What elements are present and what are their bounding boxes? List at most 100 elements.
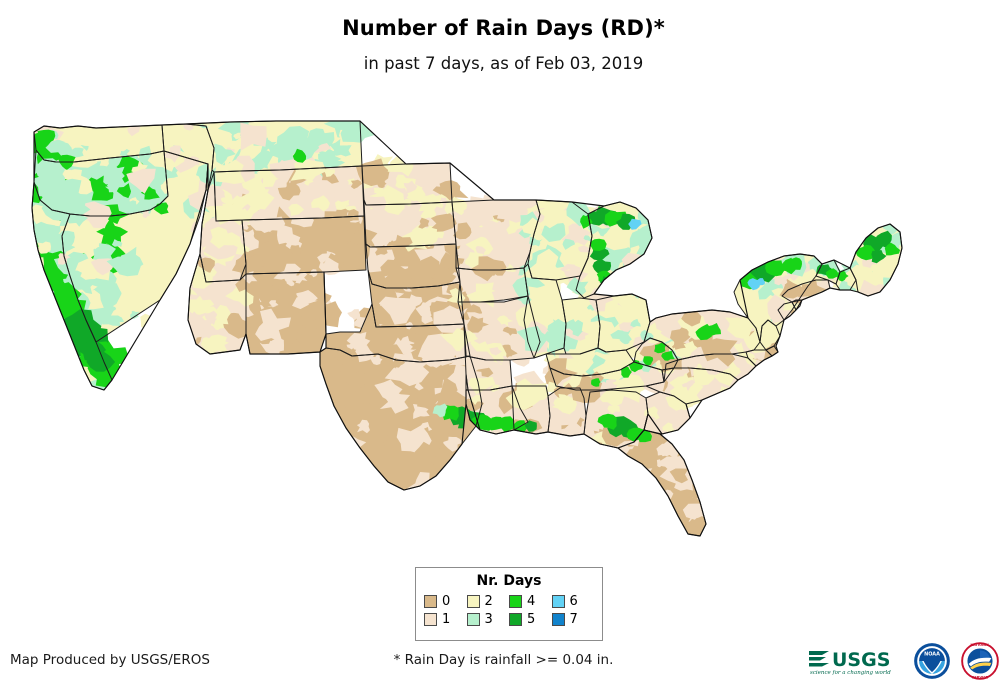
- patch-nv-3: [152, 331, 176, 350]
- patch-mi-2: [621, 270, 637, 284]
- patch-ar-1: [449, 341, 495, 375]
- legend-label-7: 7: [569, 611, 578, 627]
- patch-tn-2: [565, 352, 594, 376]
- patch-mi-2: [611, 236, 625, 246]
- patch-co-0: [350, 228, 378, 253]
- patch-mn-0: [453, 222, 472, 240]
- feature-patch-19-class3: [58, 178, 82, 200]
- patch-ga-2: [607, 405, 620, 415]
- patch-co-1: [322, 257, 340, 276]
- patch-ia-0: [471, 256, 508, 282]
- patch-wy-2: [288, 203, 305, 216]
- patch-ny-3: [789, 323, 819, 347]
- patch-sd-0: [418, 217, 430, 229]
- patch-co-1: [256, 212, 286, 233]
- feature-patch-34-class4: [590, 238, 607, 251]
- patch-il-3: [516, 326, 549, 352]
- patch-nm-0: [289, 338, 305, 353]
- patch-ga-0: [588, 441, 603, 454]
- patch-nm-0: [294, 322, 307, 335]
- patch-nm-0: [260, 336, 271, 345]
- patch-nc-2: [717, 390, 739, 409]
- patch-ia-2: [505, 263, 516, 273]
- legend-swatch-0: [424, 594, 437, 608]
- feature-patch-74-class4: [643, 356, 654, 366]
- patch-nm-0: [310, 286, 332, 305]
- patch-nv-2: [99, 157, 110, 167]
- patch-tx-0: [362, 460, 370, 469]
- patch-mt-3: [329, 138, 352, 157]
- patch-wy-0: [277, 182, 301, 201]
- svg-text:NATIONAL: NATIONAL: [970, 643, 990, 647]
- patch-mo-2: [496, 315, 514, 327]
- feature-patch-50-class4: [884, 242, 901, 256]
- feature-patch-65-class5: [524, 420, 537, 432]
- patch-tx-0: [459, 473, 473, 482]
- patch-tx-1: [307, 462, 339, 494]
- patch-fl-1: [625, 487, 654, 506]
- title-block: Number of Rain Days (RD)* in past 7 days…: [0, 0, 1007, 73]
- patch-oh-2: [617, 295, 640, 317]
- patch-az-0: [222, 312, 253, 339]
- patch-ca-2: [41, 328, 61, 343]
- patch-ny-3: [783, 331, 798, 347]
- patch-mn-2: [465, 235, 494, 256]
- feature-patch-63-class4: [497, 416, 515, 432]
- patch-mo-2: [515, 305, 543, 329]
- patch-nv-2: [175, 230, 189, 240]
- feature-patch-13-class4: [37, 129, 56, 144]
- patch-ca-4: [96, 217, 129, 247]
- patch-mt-1: [240, 122, 267, 151]
- patch-nm-0: [259, 285, 279, 305]
- patch-ok-1: [405, 321, 414, 330]
- legend-box: Nr. Days 0 2 4 6 1 3 5 7: [415, 567, 603, 641]
- patch-nm-1: [255, 308, 291, 343]
- patch-ks-0: [388, 280, 404, 293]
- patch-tx-0: [316, 439, 327, 446]
- patch-sd-2: [428, 194, 451, 209]
- feature-patch-51-class5: [871, 250, 887, 264]
- patch-nv-1: [126, 168, 156, 194]
- patch-nc-1: [639, 371, 668, 395]
- patch-nv-2: [61, 169, 83, 182]
- patch-tx-0: [367, 429, 389, 448]
- patch-pa-1: [735, 355, 747, 365]
- legend-label-5: 5: [527, 611, 536, 627]
- patch-il-1: [509, 332, 540, 360]
- patch-ga-1: [586, 408, 605, 420]
- noaa-logo: NOAA: [914, 643, 950, 679]
- feature-patch-17-class3: [35, 158, 65, 183]
- patch-ia-1: [490, 274, 501, 283]
- patch-la-2: [490, 384, 500, 392]
- patch-az-2: [215, 304, 231, 321]
- patch-ks-0: [406, 275, 436, 304]
- patch-wy-2: [290, 157, 327, 182]
- patch-mi-1: [578, 245, 592, 253]
- patch-fl-1: [640, 523, 657, 535]
- patch-tx-1: [320, 457, 346, 478]
- patch-ar-0: [502, 326, 517, 336]
- national-weather-service-logo: NATIONAL SERVICE: [961, 642, 999, 680]
- patch-fl-1: [605, 493, 637, 518]
- patch-nm-0: [272, 278, 298, 300]
- patch-il-3: [547, 319, 568, 335]
- patch-mn-1: [463, 196, 494, 223]
- svg-text:SERVICE: SERVICE: [972, 675, 989, 679]
- feature-patch-30-class6: [628, 218, 642, 230]
- patch-nv-2: [111, 308, 128, 318]
- patch-az-1: [203, 310, 218, 326]
- patch-sd-0: [430, 213, 457, 232]
- patch-mn-1: [472, 222, 499, 242]
- patch-az-1: [203, 324, 216, 339]
- legend-swatch-6: [551, 594, 565, 608]
- patch-pa-0: [681, 310, 702, 327]
- legend-entry-5: 5: [509, 610, 552, 628]
- svg-text:science for a changing world: science for a changing world: [810, 670, 891, 676]
- patch-ok-0: [403, 325, 419, 338]
- patch-wy-1: [330, 184, 353, 202]
- patch-az-2: [181, 263, 213, 289]
- patch-ok-0: [409, 341, 423, 350]
- legend-title: Nr. Days: [476, 573, 542, 589]
- patch-tx-1: [379, 390, 411, 414]
- feature-patch-48-class5: [874, 230, 892, 249]
